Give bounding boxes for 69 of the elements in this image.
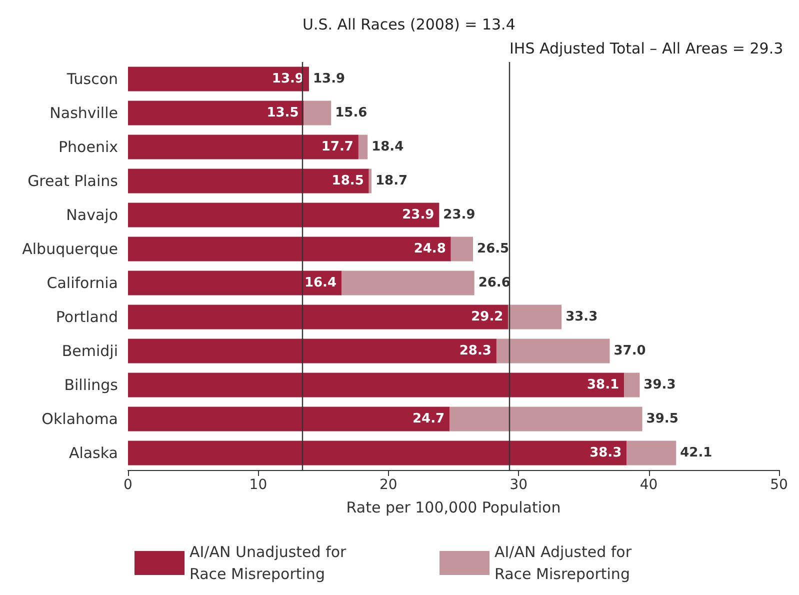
bar: [450, 236, 474, 262]
total-label: 37.0: [614, 344, 646, 358]
y-tick-label: Tuscon: [66, 70, 118, 88]
data-label: 24.7: [412, 412, 445, 426]
bar: [626, 440, 676, 466]
total-label: 39.5: [646, 412, 678, 426]
x-tick-label: 0: [124, 477, 132, 493]
bar: [128, 440, 627, 466]
x-axis-title: Rate per 100,000 Population: [346, 498, 561, 516]
y-tick-label: Nashville: [50, 104, 118, 122]
bar: [128, 372, 624, 398]
data-label: 13.9: [272, 72, 304, 86]
legend-label: AI/AN Unadjusted for Race Misreporting: [190, 543, 351, 583]
bar: [304, 100, 332, 126]
bar: [624, 372, 640, 398]
bar: [128, 134, 358, 160]
y-tick-label: Navajo: [66, 206, 118, 224]
data-label: 24.8: [414, 242, 446, 256]
x-tick-label: 20: [379, 477, 398, 493]
bar: [342, 270, 474, 296]
bar: [128, 66, 309, 92]
x-tick-label: 40: [640, 477, 658, 493]
total-label: 26.6: [478, 276, 510, 290]
total-label: 18.4: [372, 140, 404, 154]
bar: [358, 134, 368, 160]
total-label: 18.7: [375, 174, 408, 188]
ref-line-label: U.S. All Races (2008) = 13.4: [302, 16, 516, 34]
ref-line-label: IHS Adjusted Total – All Areas = 29.3: [509, 40, 784, 58]
bar: [508, 304, 562, 330]
bar: [128, 270, 342, 296]
y-tick-label: Bemidji: [62, 342, 118, 360]
total-label: 23.9: [443, 208, 476, 222]
data-label: 17.7: [321, 140, 354, 154]
bar: [496, 338, 610, 364]
data-label: 16.4: [304, 276, 337, 290]
bar: [128, 338, 496, 364]
bar: [450, 406, 642, 432]
bar: [368, 168, 372, 194]
total-label: 33.3: [566, 310, 598, 324]
data-label: 38.3: [590, 446, 622, 460]
total-label: 42.1: [680, 446, 712, 460]
bar: [128, 202, 440, 228]
y-tick-label: Oklahoma: [42, 410, 118, 428]
y-tick-label: Portland: [56, 308, 118, 326]
data-label: 23.9: [402, 208, 434, 222]
data-label: 38.1: [586, 378, 620, 392]
x-tick-label: 30: [510, 477, 528, 493]
y-tick-label: Albuquerque: [22, 240, 118, 258]
data-label: 28.3: [459, 344, 492, 358]
y-tick-label: Great Plains: [28, 172, 118, 190]
data-label: 18.5: [332, 174, 364, 188]
data-label: 13.5: [266, 106, 299, 120]
total-label: 26.5: [477, 242, 510, 256]
bar: [128, 236, 451, 262]
total-label: 13.9: [312, 72, 346, 86]
total-label: 15.6: [335, 106, 368, 120]
bar: [128, 168, 369, 194]
x-tick-label: 10: [249, 477, 268, 493]
y-tick-label: California: [46, 274, 118, 292]
data-label: 29.2: [471, 310, 504, 324]
bar: [128, 304, 508, 330]
y-tick-label: Phoenix: [58, 138, 118, 156]
total-label: 39.3: [644, 378, 676, 392]
y-tick-label: Alaska: [68, 444, 118, 462]
bar: [128, 406, 450, 432]
x-tick-label: 50: [770, 477, 788, 493]
legend-label: AI/AN Adjusted for Race Misreporting: [494, 543, 636, 583]
bar: [128, 100, 304, 126]
y-tick-label: Billings: [64, 376, 118, 394]
